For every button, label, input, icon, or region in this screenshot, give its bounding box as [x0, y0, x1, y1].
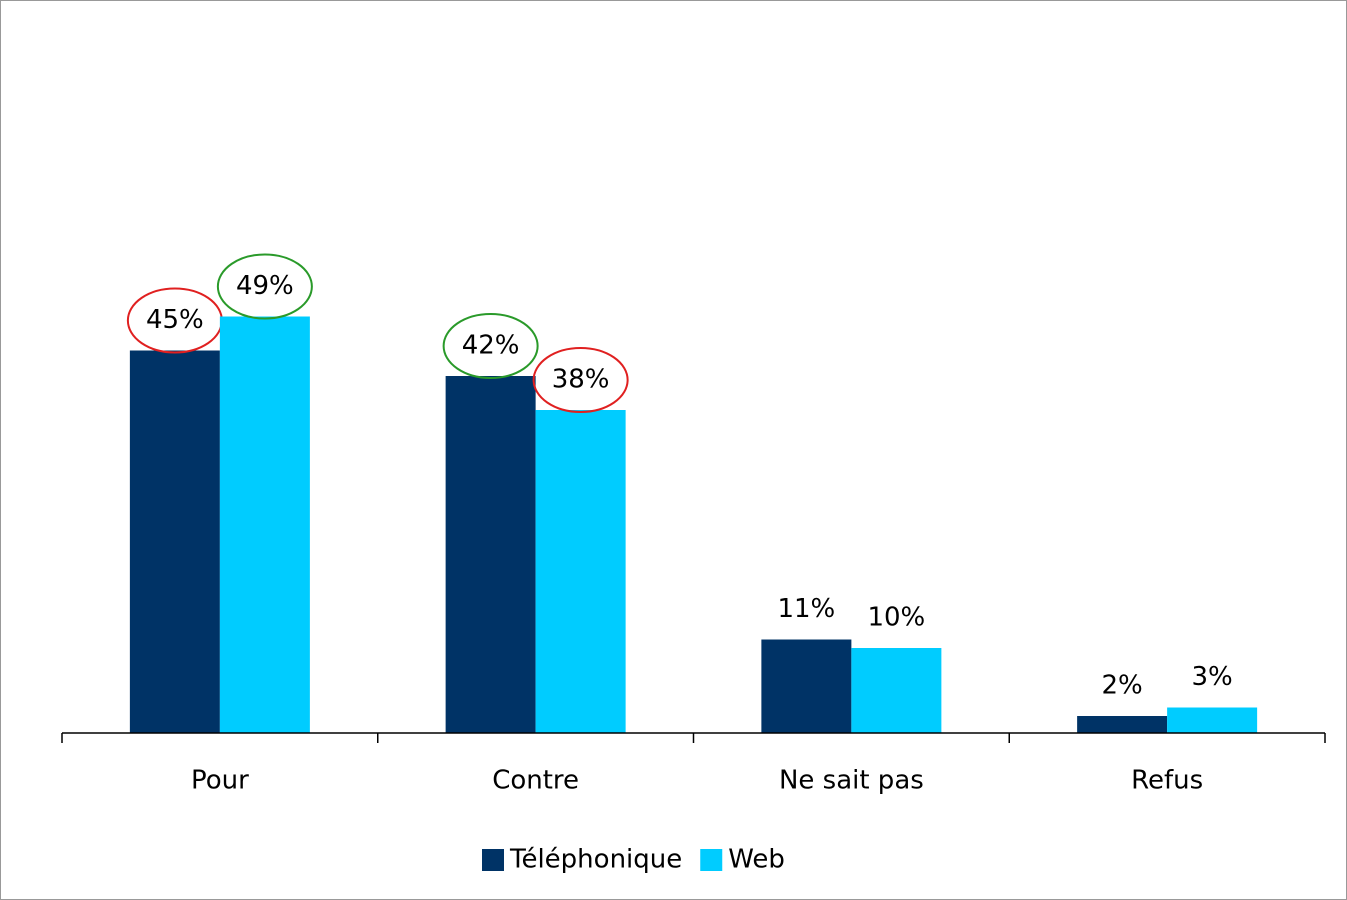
- data-label: 49%: [236, 271, 294, 301]
- bar: [535, 410, 626, 733]
- highlight-ring: [216, 253, 313, 320]
- legend-swatch: [482, 849, 504, 871]
- bar: [129, 350, 220, 733]
- data-label: 2%: [1102, 671, 1143, 701]
- data-label: 10%: [867, 603, 925, 633]
- x-tick-label: Pour: [191, 766, 249, 796]
- data-label: 45%: [146, 305, 204, 335]
- bar: [1167, 707, 1258, 733]
- bar: [761, 639, 852, 733]
- highlight-ring: [442, 313, 539, 379]
- legend-label: Téléphonique: [509, 845, 682, 875]
- data-label: 38%: [552, 365, 610, 395]
- x-tick-label: Contre: [492, 766, 579, 796]
- bar: [1077, 716, 1168, 733]
- bar: [445, 376, 536, 733]
- data-label: 42%: [462, 331, 520, 361]
- x-tick-label: Ne sait pas: [779, 766, 924, 796]
- legend-swatch: [700, 849, 723, 871]
- x-tick-label: Refus: [1131, 766, 1203, 796]
- data-label: 11%: [777, 594, 835, 624]
- highlight-ring: [532, 347, 629, 413]
- data-label: 3%: [1192, 662, 1233, 692]
- legend-label: Web: [728, 845, 785, 875]
- bar: [219, 316, 310, 733]
- bar: [851, 648, 942, 733]
